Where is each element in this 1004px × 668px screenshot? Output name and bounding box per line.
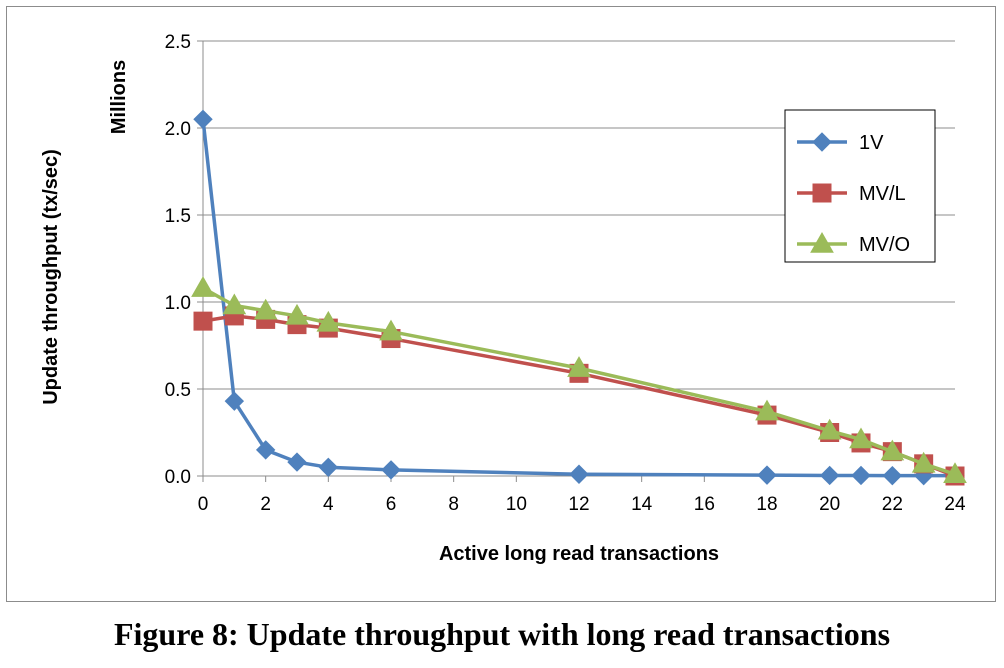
y-tick-label: 0.0 bbox=[165, 467, 191, 488]
legend-label: 1V bbox=[859, 132, 884, 154]
data-point-mv-o bbox=[567, 356, 591, 377]
legend-label: MV/L bbox=[859, 183, 906, 205]
x-tick-label: 6 bbox=[386, 494, 397, 515]
x-tick-label: 22 bbox=[882, 494, 903, 515]
y-tick-label: 1.0 bbox=[165, 293, 191, 314]
data-point-mv-o bbox=[849, 427, 873, 449]
data-point-1v bbox=[224, 391, 245, 411]
x-tick-label: 10 bbox=[506, 494, 527, 515]
legend-box bbox=[784, 109, 936, 263]
series-mv-o bbox=[191, 276, 967, 484]
data-point-1v bbox=[569, 464, 589, 484]
legend-entry-mv-l: MV/L bbox=[797, 183, 906, 205]
data-point-mv-o bbox=[253, 298, 278, 320]
line-chart: 0.00.51.01.52.02.50 2 4 6 8 10 12 14 16 18 20 22 24 … bbox=[40, 32, 967, 565]
data-point-mv-o bbox=[880, 439, 905, 461]
y-tick-label: 1.5 bbox=[165, 206, 191, 227]
series-lines bbox=[191, 109, 967, 486]
x-tick-label: 0 bbox=[198, 494, 209, 515]
y-axis-title: Update throughput (tx/sec) bbox=[40, 149, 62, 405]
y-tick-label: 2.0 bbox=[165, 119, 191, 140]
x-axis-title: Active long read transactions bbox=[439, 543, 719, 565]
data-point-1v bbox=[819, 465, 840, 486]
data-point-mv-o bbox=[943, 462, 967, 484]
data-point-mv-o bbox=[379, 319, 403, 341]
legend: 1V MV/L MV/O bbox=[784, 109, 936, 263]
x-tick-label: 4 bbox=[323, 494, 334, 515]
data-point-mv-o bbox=[285, 303, 309, 325]
y-tick-label: 0.5 bbox=[165, 380, 191, 401]
series-mv-l bbox=[193, 306, 965, 486]
x-tick-label: 12 bbox=[568, 494, 589, 515]
y-axis-unit: Millions bbox=[108, 60, 130, 134]
data-point-1v bbox=[287, 452, 307, 472]
chart-frame: 0.0 0.5 1.0 1.5 2.0 2.5 0 2 4 6 8 10 12 14 16 18 20 22 24 … bbox=[6, 6, 996, 602]
data-point-1v bbox=[757, 465, 777, 485]
data-point-mv-o bbox=[755, 399, 779, 421]
data-point-1v bbox=[882, 465, 903, 486]
data-point-1v bbox=[193, 109, 213, 130]
y-tick-label: 2.5 bbox=[165, 32, 191, 53]
data-point-1v bbox=[381, 460, 401, 480]
legend-marker bbox=[812, 183, 832, 203]
data-point-mv-o bbox=[316, 310, 341, 332]
x-tick-label: 24 bbox=[944, 494, 966, 515]
x-tick-label: 2 bbox=[260, 494, 271, 515]
figure-caption: Figure 8: Update throughput with long re… bbox=[113, 616, 891, 652]
legend-entry-1v: 1V bbox=[797, 132, 884, 154]
data-point-1v bbox=[318, 457, 339, 478]
data-point-mv-o bbox=[817, 418, 842, 440]
data-point-mv-o bbox=[191, 276, 215, 297]
x-tick-label: 16 bbox=[694, 494, 715, 515]
legend-label: MV/O bbox=[859, 234, 910, 256]
x-tick-label: 18 bbox=[756, 494, 777, 515]
data-point-1v bbox=[255, 440, 276, 460]
data-point-1v bbox=[851, 465, 871, 486]
legend-marker bbox=[812, 132, 832, 152]
legend-marker bbox=[810, 231, 834, 253]
x-tick-label: 8 bbox=[448, 494, 459, 515]
data-point-mv-o bbox=[911, 451, 936, 473]
data-point-mv-l bbox=[193, 311, 213, 331]
data-point-mv-o bbox=[222, 293, 247, 315]
x-tick-label: 14 bbox=[631, 494, 653, 515]
axes: 0.00.51.01.52.02.50 2 4 6 8 10 12 14 16 18 20 22 24 bbox=[165, 32, 966, 515]
x-tick-label: 20 bbox=[819, 494, 840, 515]
series-line-mv-l bbox=[202, 314, 956, 478]
legend-entry-mv-o: MV/O bbox=[797, 231, 910, 256]
